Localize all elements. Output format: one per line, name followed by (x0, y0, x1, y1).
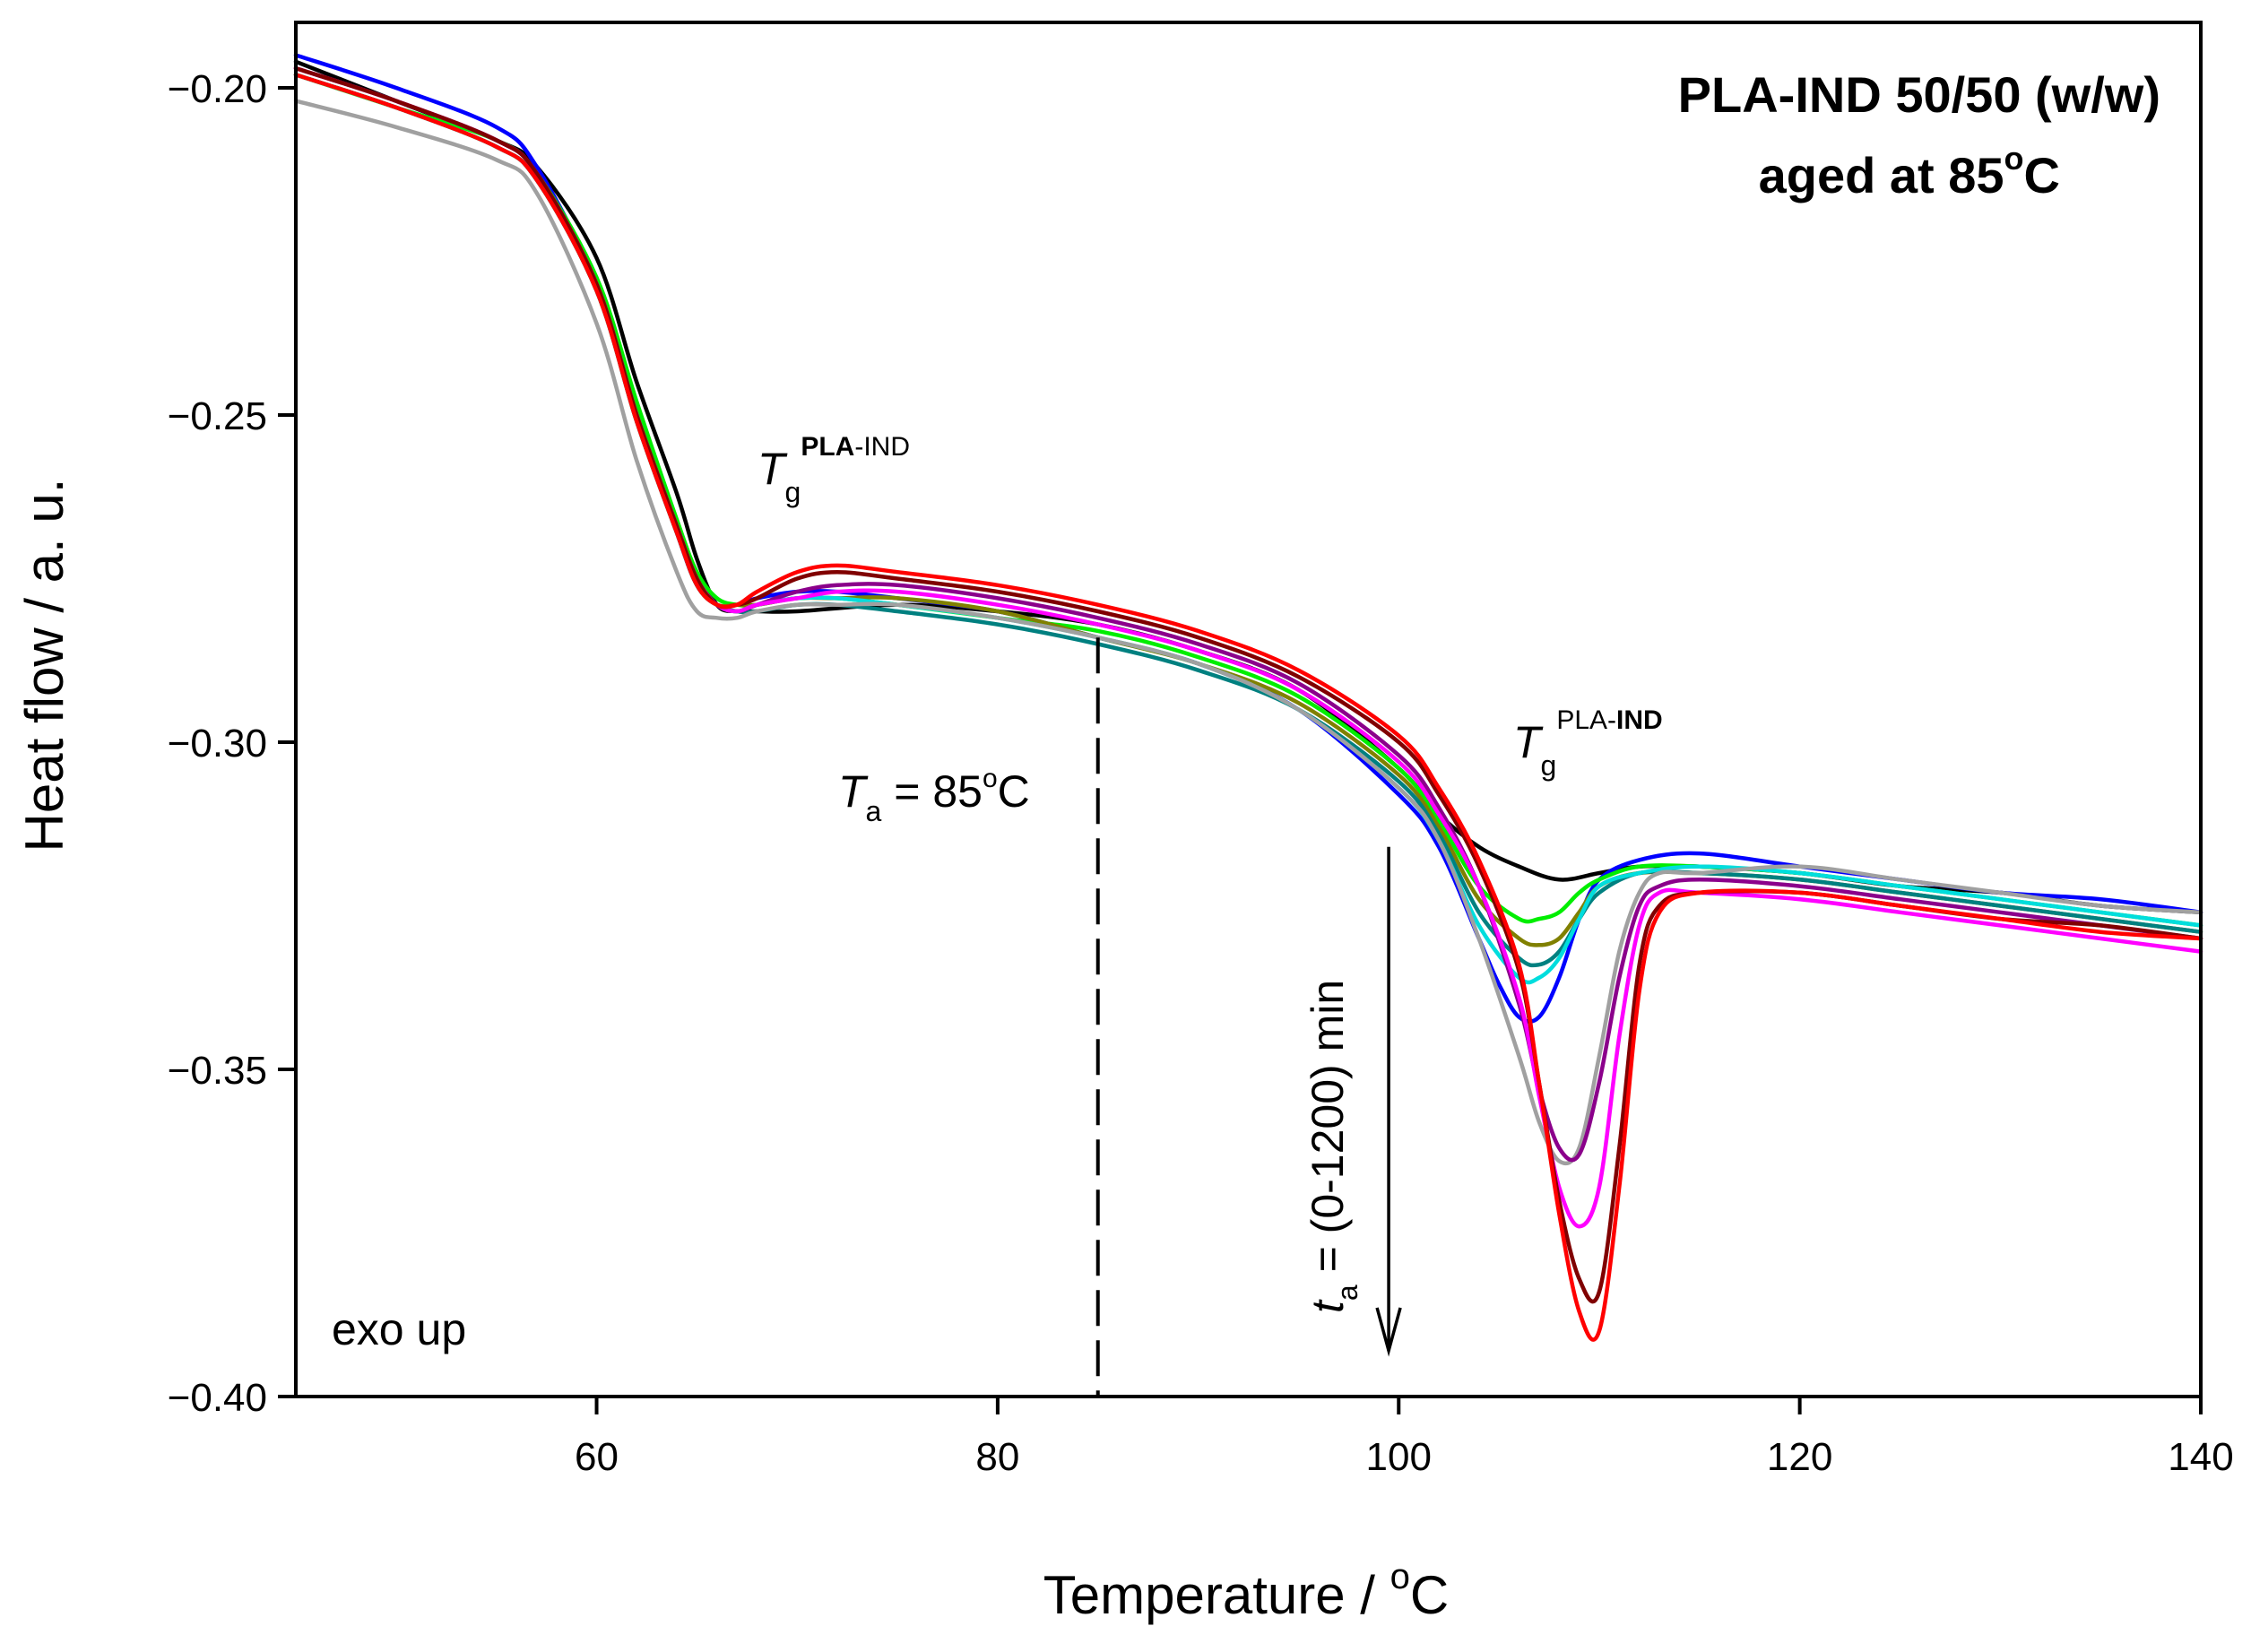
y-tick-label: −0.20 (168, 67, 267, 111)
tg1-t: T (758, 444, 788, 494)
chart-subtitle-text: aged at 85 (1759, 147, 2004, 203)
x-tick-label: 140 (2168, 1435, 2233, 1479)
aging-time-label: ta = (0-1200) min (1303, 980, 1364, 1313)
tg2-sub: g (1541, 749, 1557, 782)
ta-label: Ta = 85oC (838, 764, 1030, 827)
exo-up-label: exo up (332, 1304, 466, 1354)
series-group (293, 53, 2203, 1342)
tg-pla-ind-bold-label: Tg PLA-IND (1513, 705, 1663, 782)
x-axis-title-degree: o (1390, 1557, 1410, 1596)
aging-time-arrow-head (1375, 1307, 1402, 1357)
chart-subtitle: aged at 85oC (1759, 140, 2060, 203)
tg2-sup-bold: IND (1616, 705, 1663, 735)
series-line-olive (293, 73, 2203, 947)
tg1-sub: g (785, 476, 801, 508)
ta-degree: o (983, 764, 998, 793)
chart-title: PLA-IND 50/50 (w/w) (1678, 66, 2160, 123)
series-line-red (293, 73, 2203, 1342)
chart-subtitle-degree: o (2004, 140, 2024, 177)
series-line-teal (293, 73, 2203, 968)
x-tick-label: 60 (575, 1435, 619, 1479)
tg-pla-ind-label: TgPLA-IND (758, 432, 910, 508)
y-tick-label: −0.35 (168, 1049, 267, 1093)
chart-subtitle-unit: C (2024, 147, 2060, 203)
series-line-gray (293, 99, 2203, 1166)
y-axis-ticks: −0.20 −0.25 −0.30 −0.35 −0.40 (168, 67, 296, 1420)
tg2-t: T (1513, 717, 1544, 767)
x-axis-title-unit: C (1410, 1565, 1449, 1625)
x-axis-title-text: Temperature / (1043, 1565, 1390, 1625)
ta-rest: = 85 (881, 766, 983, 817)
y-axis-title: Heat flow / a. u. (14, 479, 74, 852)
y-tick-label: −0.30 (168, 722, 267, 765)
time-t: t (1303, 1299, 1353, 1313)
plot-frame (294, 21, 2203, 1398)
x-tick-label: 80 (975, 1435, 1019, 1479)
time-sub: a (1331, 1284, 1364, 1301)
series-line-darkred (293, 65, 2203, 1304)
x-tick-label: 100 (1366, 1435, 1432, 1479)
x-axis-title: Temperature / oC (1043, 1557, 1449, 1625)
ta-unit: C (998, 766, 1030, 817)
tg1-sup-bold: PLA (801, 432, 854, 462)
x-tick-label: 120 (1767, 1435, 1832, 1479)
ta-t: T (838, 766, 869, 817)
series-line-cyan (293, 73, 2203, 985)
tg2-sup-rest: PLA- (1556, 705, 1616, 735)
time-rest: = (0-1200) min (1303, 980, 1353, 1284)
y-tick-label: −0.40 (168, 1376, 267, 1420)
ta-sub: a (866, 795, 882, 827)
x-axis-ticks: 60 80 100 120 140 (575, 1397, 2234, 1479)
y-tick-label: −0.25 (168, 394, 267, 438)
tg1-sup-rest: -IND (854, 432, 910, 462)
